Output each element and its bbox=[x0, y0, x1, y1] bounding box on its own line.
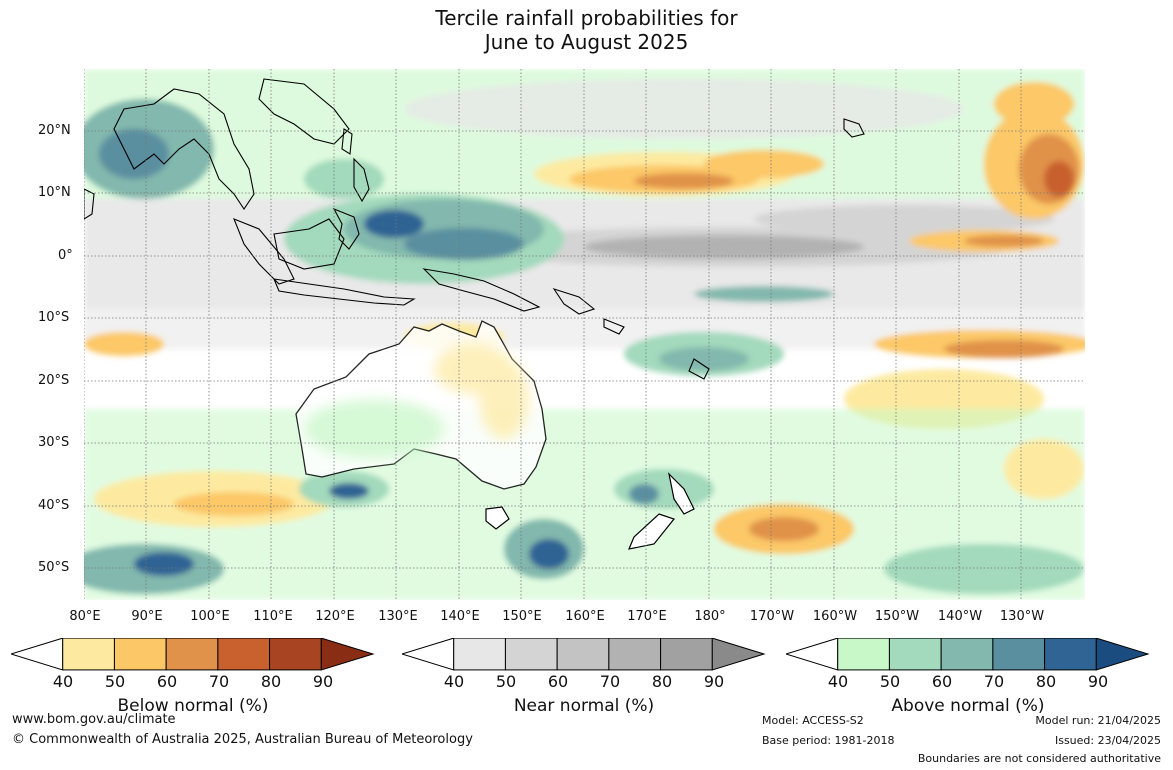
map-title: Tercile rainfall probabilities for June … bbox=[0, 6, 1173, 54]
lon-label-180: 180° bbox=[694, 609, 726, 624]
below-tick-50: 50 bbox=[104, 672, 126, 691]
title-line-2: June to August 2025 bbox=[484, 30, 689, 54]
model-run-date: Model run: 21/04/2025 bbox=[1035, 714, 1161, 727]
lon-label-170w: 170°W bbox=[749, 609, 795, 624]
lon-label-90e: 90°E bbox=[131, 609, 163, 624]
lon-label-160e: 160°E bbox=[565, 609, 605, 624]
near-tick-90: 90 bbox=[703, 672, 725, 691]
below-normal-label: Below normal (%) bbox=[117, 696, 269, 716]
near-tick-60: 60 bbox=[547, 672, 569, 691]
base-period: Base period: 1981-2018 bbox=[762, 734, 895, 747]
lon-label-80e: 80°E bbox=[69, 609, 101, 624]
lon-label-140w: 140°W bbox=[937, 609, 983, 624]
lon-label-160w: 160°W bbox=[812, 609, 858, 624]
colorbar-near-normal bbox=[402, 638, 766, 671]
above-tick-50: 50 bbox=[879, 672, 901, 691]
near-tick-40: 40 bbox=[443, 672, 465, 691]
boundary-disclaimer: Boundaries are not considered authoritat… bbox=[917, 752, 1161, 765]
near-tick-50: 50 bbox=[495, 672, 517, 691]
above-normal-label: Above normal (%) bbox=[891, 696, 1045, 716]
above-tick-90: 90 bbox=[1087, 672, 1109, 691]
lat-label-equator: 0° bbox=[58, 248, 73, 263]
lat-label-20s: 20°S bbox=[38, 373, 70, 388]
below-tick-90: 90 bbox=[312, 672, 334, 691]
lon-label-170e: 170°E bbox=[627, 609, 667, 624]
lat-label-20n: 20°N bbox=[38, 123, 71, 138]
lon-label-110e: 110°E bbox=[253, 609, 293, 624]
lon-label-150e: 150°E bbox=[502, 609, 542, 624]
below-tick-70: 70 bbox=[208, 672, 230, 691]
near-tick-70: 70 bbox=[599, 672, 621, 691]
new-zealand-outline bbox=[628, 472, 695, 550]
lon-label-130w: 130°W bbox=[999, 609, 1045, 624]
title-line-1: Tercile rainfall probabilities for bbox=[435, 6, 738, 30]
above-tick-40: 40 bbox=[827, 672, 849, 691]
below-tick-60: 60 bbox=[156, 672, 178, 691]
above-tick-80: 80 bbox=[1035, 672, 1057, 691]
copyright-text: © Commonwealth of Australia 2025, Austra… bbox=[12, 732, 473, 747]
near-tick-80: 80 bbox=[651, 672, 673, 691]
lat-label-50s: 50°S bbox=[38, 560, 70, 575]
above-tick-60: 60 bbox=[931, 672, 953, 691]
map-canvas bbox=[64, 69, 1094, 600]
above-tick-70: 70 bbox=[983, 672, 1005, 691]
probability-map bbox=[64, 69, 1094, 600]
website-link[interactable]: www.bom.gov.au/climate bbox=[12, 712, 176, 727]
below-tick-80: 80 bbox=[260, 672, 282, 691]
below-tick-40: 40 bbox=[52, 672, 74, 691]
lat-label-30s: 30°S bbox=[38, 435, 70, 450]
colorbar-below-normal bbox=[11, 638, 375, 671]
issued-date: Issued: 23/04/2025 bbox=[1054, 734, 1161, 747]
near-normal-label: Near normal (%) bbox=[513, 696, 655, 716]
model-name: Model: ACCESS-S2 bbox=[762, 714, 864, 727]
gridlines bbox=[83, 69, 1085, 600]
probability-field bbox=[64, 69, 1094, 600]
lon-label-120e: 120°E bbox=[315, 609, 355, 624]
lat-label-10n: 10°N bbox=[38, 185, 71, 200]
lon-label-150w: 150°W bbox=[874, 609, 920, 624]
asia-coastlines bbox=[83, 78, 865, 380]
colorbar-above-normal bbox=[786, 638, 1150, 671]
lon-label-140e: 140°E bbox=[440, 609, 480, 624]
lon-label-100e: 100°E bbox=[190, 609, 230, 624]
australia-interior-shading bbox=[304, 344, 529, 459]
lat-label-40s: 40°S bbox=[38, 498, 70, 513]
lon-label-130e: 130°E bbox=[378, 609, 418, 624]
lat-label-10s: 10°S bbox=[38, 310, 70, 325]
